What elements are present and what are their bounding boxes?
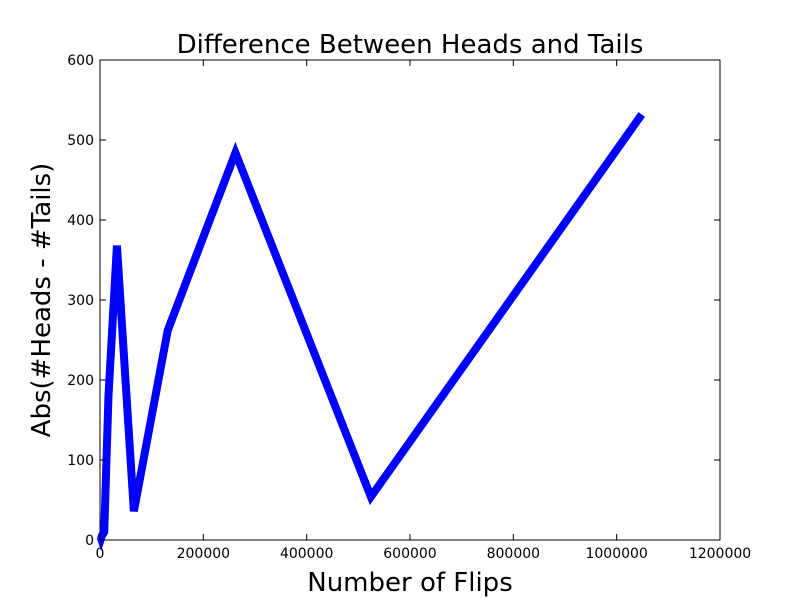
x-tick-label: 600000 (383, 546, 436, 562)
y-tick-label: 400 (67, 213, 94, 229)
y-tick-label: 500 (67, 133, 94, 149)
x-tick-label: 200000 (177, 546, 230, 562)
plot-frame (99, 59, 721, 541)
x-axis-ticks: 0 200000 400000 600000 800000 1000000 1200000 (96, 60, 751, 562)
y-axis-ticks: 0 100 200 300 400 500 600 (67, 53, 720, 549)
y-tick-label: 0 (85, 533, 94, 549)
series-layer (96, 112, 646, 552)
y-axis-label: Abs(#Heads - #Tails) (27, 163, 57, 438)
x-tick-label: 0 (96, 546, 105, 562)
x-tick-label: 400000 (280, 546, 333, 562)
y-tick-label: 100 (67, 453, 94, 469)
y-tick-label: 200 (67, 373, 94, 389)
series-line-0 (96, 112, 646, 552)
y-tick-label: 600 (67, 53, 94, 69)
plot-area (99, 59, 721, 541)
chart-title: Difference Between Heads and Tails (177, 30, 644, 60)
x-axis-label: Number of Flips (307, 568, 513, 598)
x-tick-label: 800000 (487, 546, 540, 562)
x-tick-label: 1200000 (689, 546, 751, 562)
y-tick-label: 300 (67, 293, 94, 309)
x-tick-label: 1000000 (585, 546, 647, 562)
